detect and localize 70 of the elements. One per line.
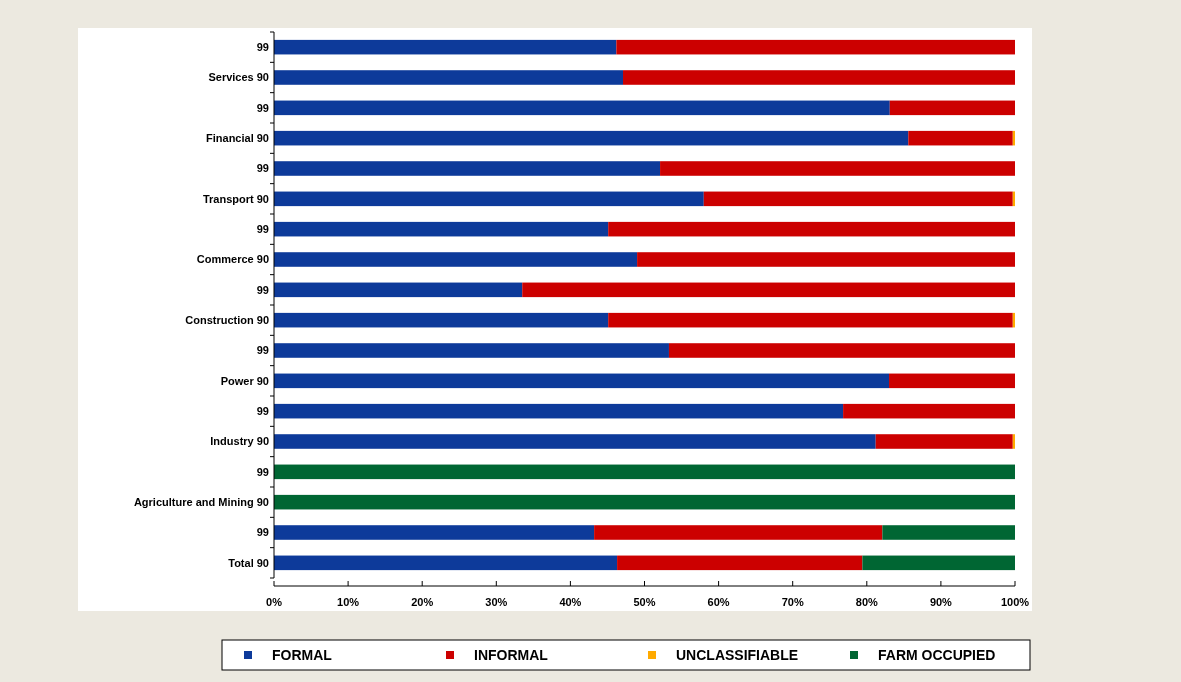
x-tick-label: 40%: [559, 596, 582, 608]
bar: [274, 312, 609, 328]
bar: [668, 343, 1015, 358]
y-tick-label: 99: [256, 223, 269, 236]
bar: [882, 525, 1015, 540]
y-tick-label: Services 90: [208, 71, 269, 84]
bar: [908, 130, 1013, 146]
y-tick-label: Power 90: [220, 374, 269, 387]
bar: [660, 161, 1015, 176]
y-tick-label: 99: [256, 41, 269, 54]
legend-label: INFORMAL: [474, 646, 549, 663]
legend-label: FARM OCCUPIED: [878, 646, 996, 663]
x-tick-label: 90%: [929, 596, 953, 608]
bar: [274, 100, 890, 116]
bar: [875, 434, 1013, 449]
bar: [274, 343, 669, 358]
y-tick-label: Financial 90: [206, 132, 269, 145]
bar: [274, 464, 1015, 480]
bar: [274, 70, 624, 85]
x-tick-label: 80%: [855, 596, 879, 608]
bar: [274, 221, 609, 237]
y-tick-label: Construction 90: [185, 314, 269, 327]
bar: [274, 161, 661, 176]
bar: [843, 403, 1015, 419]
y-tick-label: 99: [256, 283, 269, 296]
legend-label: FORMAL: [272, 646, 333, 663]
y-tick-label: Commerce 90: [196, 253, 269, 266]
y-tick-label: 99: [256, 465, 269, 478]
bar: [889, 100, 1015, 116]
y-tick-label: Transport 90: [202, 192, 269, 205]
bar: [637, 252, 1015, 267]
bar: [608, 312, 1013, 328]
bar: [623, 70, 1015, 85]
bar: [274, 191, 704, 207]
bar: [889, 373, 1015, 389]
bar: [594, 525, 883, 540]
bar: [616, 39, 1015, 55]
bar: [522, 282, 1015, 298]
bar: [274, 555, 618, 571]
bar: [608, 221, 1015, 237]
bar: [703, 191, 1013, 207]
y-tick-label: 99: [256, 405, 269, 418]
bar: [617, 555, 863, 571]
x-tick-label: 30%: [485, 596, 508, 608]
bar: [862, 555, 1015, 571]
x-tick-label: 50%: [633, 596, 656, 608]
x-tick-label: 10%: [337, 596, 360, 608]
y-tick-label: 99: [256, 344, 269, 357]
legend-label: UNCLASSIFIABLE: [676, 646, 799, 663]
y-tick-label: Industry 90: [210, 435, 269, 448]
bar: [274, 282, 523, 298]
bar: [274, 403, 844, 419]
y-tick-label: 99: [256, 526, 269, 539]
bar: [274, 130, 909, 146]
bar: [274, 373, 890, 389]
x-tick-label: 60%: [707, 596, 730, 608]
y-tick-label: 99: [256, 162, 269, 175]
y-tick-label: 99: [256, 101, 269, 114]
bar: [274, 494, 1015, 510]
y-tick-label: Agriculture and Mining 90: [133, 496, 269, 509]
y-tick-label: Total 90: [228, 556, 269, 569]
bar: [1012, 434, 1015, 449]
bar: [274, 525, 595, 540]
x-tick-label: 20%: [411, 596, 434, 608]
bar: [274, 252, 638, 267]
bar: [274, 434, 876, 449]
bar: [274, 39, 617, 55]
x-tick-label: 70%: [781, 596, 804, 608]
x-tick-label: 0%: [266, 596, 283, 608]
x-tick-label: 100%: [1000, 596, 1030, 608]
